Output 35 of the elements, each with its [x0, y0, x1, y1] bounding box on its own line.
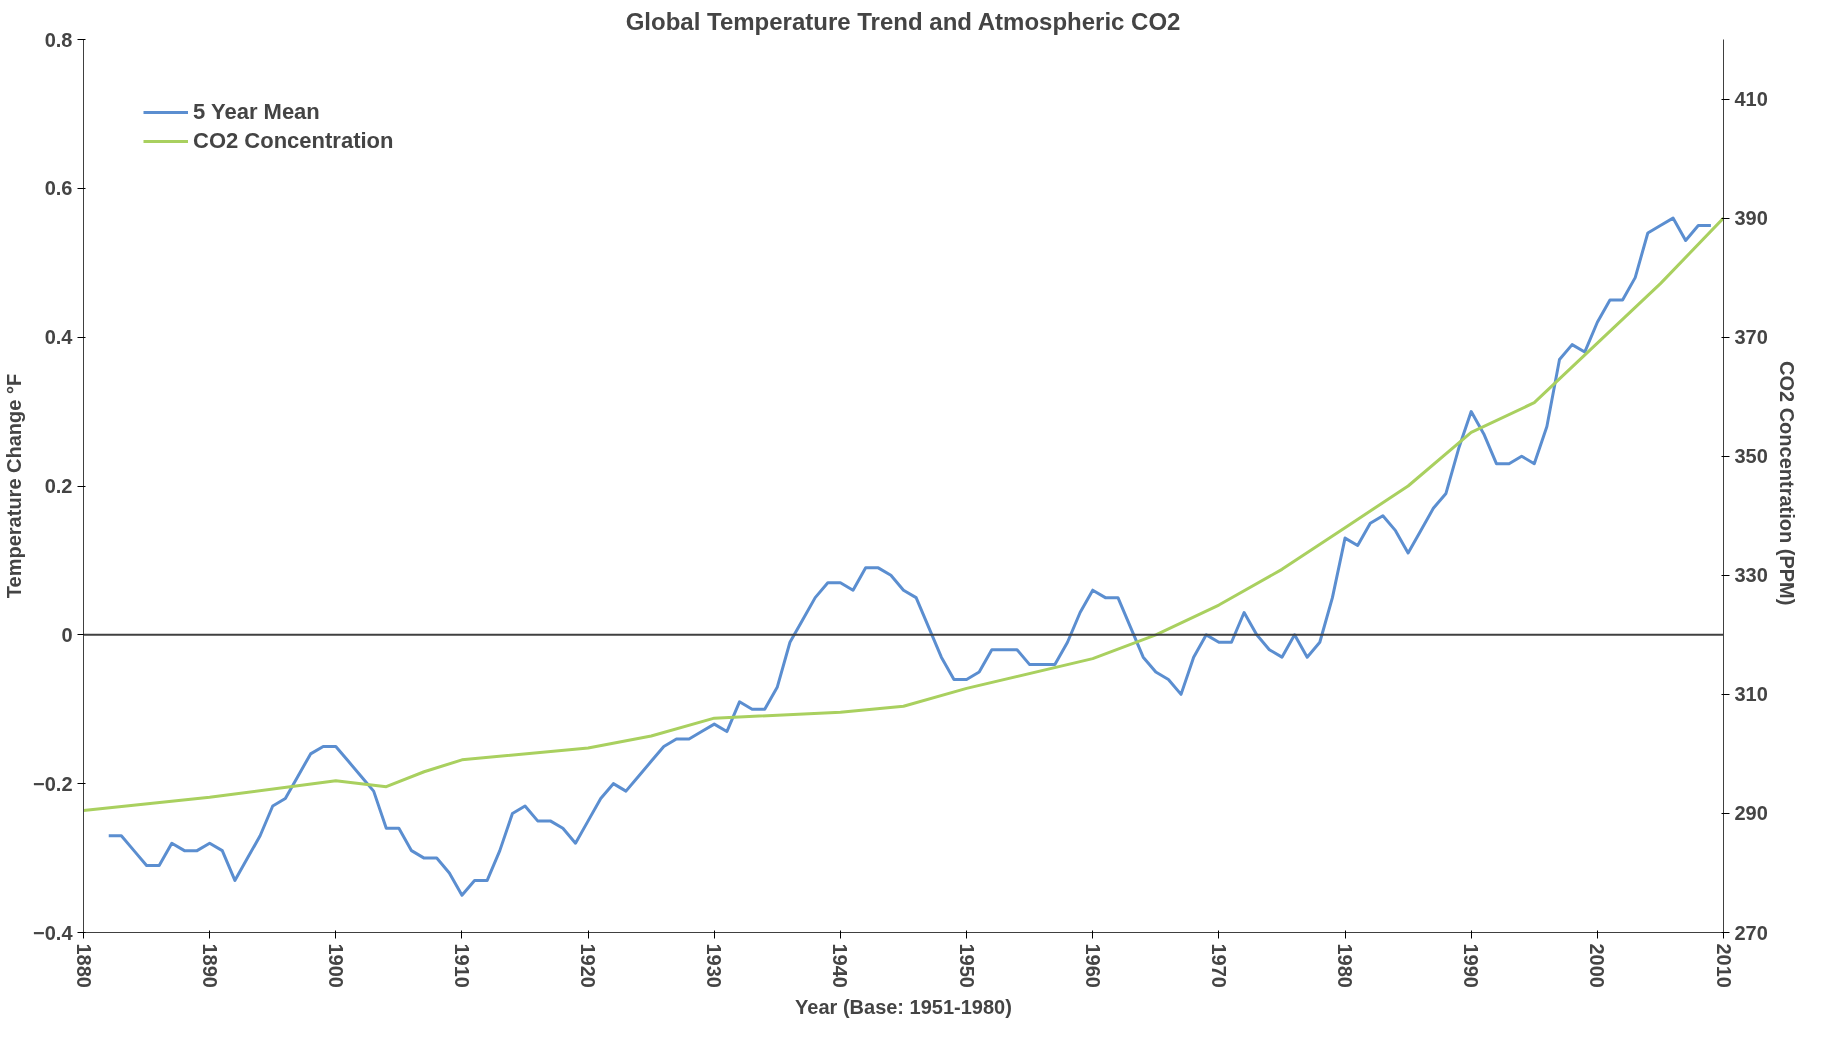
y2-tick-label: 390 [1734, 207, 1768, 230]
legend-label: 5 Year Mean [193, 99, 320, 125]
x-tick-label: 1930 [703, 943, 726, 988]
x-tick-label: 1920 [577, 943, 600, 988]
chart-title: Global Temperature Trend and Atmospheric CO2 [625, 7, 1181, 35]
y2-tick-label: 350 [1734, 445, 1768, 468]
y-axis-title: Temperature Change °F [3, 373, 26, 599]
y2-tick-label: 370 [1734, 326, 1768, 349]
y2-tick-label: 330 [1734, 564, 1768, 587]
y-tick-label: 0.6 [44, 177, 73, 200]
x-tick-label: 1900 [324, 943, 347, 988]
y-tick-label: 0.2 [44, 475, 73, 497]
x-tick-label: 1990 [1460, 943, 1483, 988]
x-tick-label: 1890 [198, 943, 221, 988]
legend-label: CO2 Concentration [193, 128, 394, 154]
y-tick-label: −0.2 [33, 772, 73, 795]
y2-tick-label: 290 [1734, 802, 1768, 825]
y-tick-label: 0.8 [44, 28, 73, 51]
x-tick-label: 2010 [1712, 943, 1735, 988]
y2-tick-label: 410 [1734, 88, 1768, 111]
x-axis-title: Year (Base: 1951-1980) [795, 995, 1012, 1018]
y2-tick-label: 270 [1734, 921, 1768, 944]
y2-axis-title: CO2 Concentration (PPM) [1775, 361, 1798, 606]
x-tick-label: 1960 [1081, 943, 1104, 988]
y-tick-label: 0 [61, 623, 73, 646]
y2-tick-label: 310 [1734, 683, 1768, 706]
y-tick-label: 0.4 [44, 326, 74, 349]
x-tick-label: 1970 [1207, 943, 1230, 988]
y-tick-label: −0.4 [33, 921, 74, 944]
x-tick-label: 2000 [1586, 943, 1609, 988]
x-tick-label: 1940 [829, 943, 852, 988]
x-tick-label: 1980 [1334, 943, 1357, 988]
x-tick-label: 1910 [450, 943, 473, 988]
x-tick-label: 1880 [72, 943, 95, 988]
x-tick-label: 1950 [955, 943, 978, 988]
